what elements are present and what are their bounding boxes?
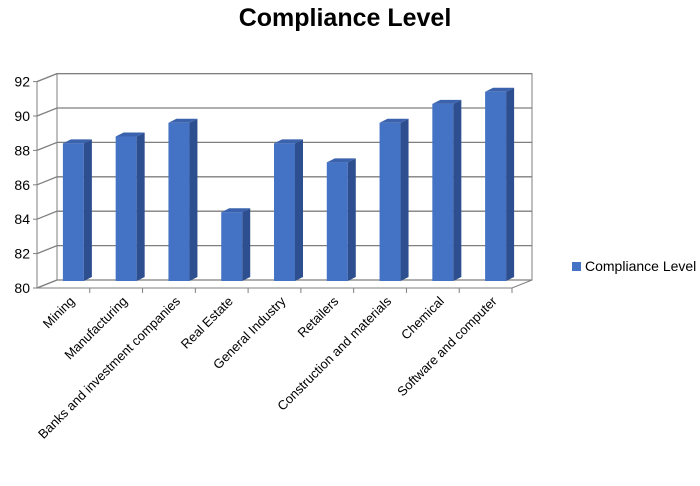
bar — [432, 99, 462, 281]
x-tick-label: Chemical — [398, 293, 447, 342]
bar-front — [432, 103, 454, 281]
chart-title: Compliance Level — [239, 4, 452, 32]
bar — [168, 118, 198, 281]
bar-front — [274, 143, 295, 281]
y-tick-label: 86 — [14, 177, 30, 193]
bar-front — [221, 212, 243, 281]
y-tick-label: 88 — [14, 142, 30, 158]
bar-side — [83, 139, 92, 281]
bar — [62, 139, 92, 281]
bar-front — [485, 91, 507, 281]
gridline — [36, 72, 532, 83]
x-tick-label: Mining — [40, 294, 78, 332]
gridline — [36, 210, 532, 220]
x-tick-label: Construction and materials — [274, 293, 394, 413]
bar — [115, 132, 145, 281]
bar — [221, 208, 251, 281]
bar-side — [136, 132, 145, 281]
bar-top — [62, 139, 92, 144]
gridline — [36, 279, 532, 289]
y-tick-label: 92 — [14, 74, 30, 90]
y-tick-label: 90 — [14, 108, 30, 124]
bar-side — [400, 118, 409, 281]
bar — [274, 139, 303, 281]
bar-side — [347, 158, 356, 281]
bar-front — [379, 122, 401, 281]
gridline — [36, 176, 532, 186]
bar-front — [115, 136, 137, 281]
bar-side — [506, 87, 515, 281]
bar-top — [274, 139, 303, 144]
bar-top — [115, 132, 145, 137]
bar-top — [221, 208, 251, 213]
bars-layer — [62, 87, 515, 281]
bar-top — [168, 118, 198, 123]
bar — [485, 87, 515, 281]
bar-front — [326, 162, 348, 281]
y-axis-ticks: 80 82 84 86 88 90 92 — [14, 74, 38, 296]
x-tick-label: Retailers — [295, 293, 342, 340]
y-tick-label: 82 — [14, 246, 30, 262]
bar — [379, 118, 409, 281]
x-tick-label: Software and computer — [394, 293, 500, 399]
gridline — [36, 107, 532, 117]
y-tick-label: 80 — [14, 280, 30, 296]
bar-side — [295, 139, 303, 281]
bar-top — [326, 158, 356, 163]
legend-swatch — [572, 262, 581, 271]
bar-top — [379, 118, 409, 123]
gridline — [36, 244, 532, 255]
bar-side — [189, 118, 198, 281]
bar-top — [485, 87, 515, 92]
bar-side — [453, 99, 462, 281]
legend: Compliance Level — [572, 258, 696, 274]
x-tick-label: Real Estate — [178, 294, 236, 352]
bar-top — [432, 99, 462, 104]
bar-front — [62, 143, 84, 281]
floor — [36, 279, 533, 289]
gridline — [36, 141, 532, 152]
legend-label: Compliance Level — [585, 258, 696, 274]
y-tick-label: 84 — [14, 211, 30, 227]
bar — [326, 158, 356, 281]
bar-side — [242, 208, 251, 281]
bar-front — [168, 122, 190, 281]
